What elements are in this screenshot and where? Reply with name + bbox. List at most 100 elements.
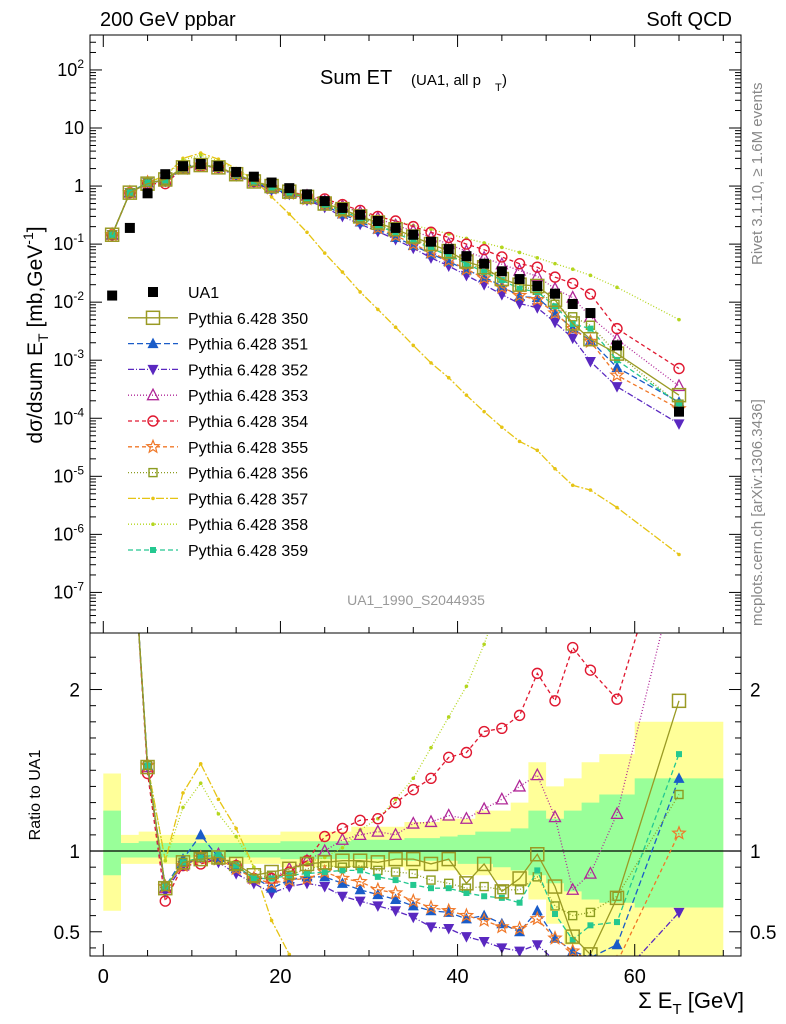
y-tick-label: 10-2	[53, 289, 84, 312]
legend-entry-359: Pythia 6.428 359	[128, 543, 308, 560]
ratio-line-359	[138, 633, 680, 941]
ratio-point-358	[340, 845, 345, 850]
ratio-point-354	[301, 855, 313, 867]
ratio-point-350	[441, 851, 456, 867]
legend-entry-350: Pythia 6.428 350	[128, 310, 308, 328]
ratio-point-354	[496, 722, 508, 734]
legend-marker-356	[148, 467, 158, 478]
legend-marker-353	[146, 387, 160, 401]
ratio-point-356	[390, 867, 401, 877]
ratio-line-353	[138, 633, 662, 892]
legend-marker-357	[151, 496, 155, 501]
series-point-352	[531, 303, 543, 314]
ratio-point-352	[550, 956, 561, 967]
ratio-point-355	[547, 929, 563, 945]
ratio-band-inner	[103, 778, 724, 908]
legend-label: Pythia 6.428 357	[188, 491, 308, 508]
ratio-point-354	[407, 783, 419, 796]
series-point-352	[496, 290, 508, 301]
series-point-359	[428, 245, 434, 252]
y-tick-label: 10-6	[53, 521, 84, 544]
ratio-point-350	[264, 864, 279, 880]
data-point-UA1	[107, 290, 118, 301]
series-point-354	[567, 277, 579, 290]
x-tick-label: 0	[98, 966, 109, 988]
ratio-point-350	[352, 853, 368, 868]
ratio-point-355	[370, 881, 386, 897]
data-point-UA1	[160, 169, 171, 180]
ratio-point-352	[336, 891, 348, 903]
ratio-point-356	[231, 860, 241, 871]
ratio-point-353	[388, 827, 403, 841]
series-point-358	[588, 273, 593, 278]
ratio-point-353	[335, 832, 350, 845]
series-point-350	[211, 160, 226, 175]
series-point-359	[516, 285, 523, 292]
ratio-point-353	[442, 808, 456, 821]
series-point-354	[460, 238, 473, 250]
side-label-rivet: Rivet 3.1.10, ≥ 1.6M events	[749, 83, 766, 266]
ratio-point-350	[494, 884, 510, 899]
ratio-point-359	[339, 867, 346, 874]
header-left-label: 200 GeV ppbar	[100, 9, 236, 31]
ratio-point-357	[269, 918, 274, 923]
ratio-point-357	[181, 791, 185, 795]
series-point-358	[553, 261, 557, 266]
ratio-point-359	[676, 751, 682, 758]
plot-title: Sum ET (UA1, all p T )	[320, 67, 507, 94]
legend-marker-352	[147, 364, 159, 376]
ratio-point-356	[373, 865, 383, 876]
ratio-point-350	[609, 890, 625, 906]
ratio-point-350	[140, 759, 155, 775]
ratio-point-351	[266, 882, 278, 893]
ratio-point-358	[411, 776, 416, 781]
series-point-354	[531, 261, 543, 273]
series-point-350	[335, 201, 350, 217]
series-line-358	[111, 154, 680, 321]
ratio-point-354	[567, 641, 579, 654]
series-point-355	[564, 320, 581, 336]
ratio-point-353	[459, 811, 474, 824]
legend-marker-UA1	[148, 287, 158, 297]
ratio-point-357	[287, 952, 292, 956]
ratio-point-353	[566, 882, 580, 895]
series-point-357	[464, 393, 469, 397]
y-tick-label: 10	[64, 118, 84, 138]
analysis-watermark: UA1_1990_S2044935	[347, 592, 485, 608]
series-point-357	[429, 361, 433, 365]
ratio-point-359	[587, 922, 594, 929]
ratio-point-350	[246, 868, 262, 883]
ratio-point-358	[393, 797, 398, 802]
ratio-point-355	[476, 912, 492, 928]
data-point-UA1	[178, 161, 188, 172]
legend-label: Pythia 6.428 350	[188, 311, 308, 328]
ratio-point-359	[463, 890, 470, 897]
ratio-point-359	[304, 870, 310, 877]
ratio-point-350	[388, 851, 403, 867]
ratio-point-354	[336, 822, 349, 835]
data-point-UA1	[496, 266, 507, 277]
legend-label: UA1	[188, 285, 219, 302]
series-UA1	[107, 158, 684, 417]
legend-entry-351: Pythia 6.428 351	[128, 337, 308, 354]
ratio-point-350	[370, 855, 386, 870]
legend-marker-358	[151, 522, 155, 526]
series-point-351	[611, 361, 623, 372]
data-point-UA1	[550, 288, 560, 299]
legend-entry-353: Pythia 6.428 353	[128, 387, 308, 405]
series-point-355	[476, 269, 492, 285]
data-point-UA1	[514, 274, 525, 285]
y-tick-label: 102	[57, 57, 84, 80]
series-point-355	[609, 367, 625, 382]
data-point-UA1	[195, 158, 206, 169]
ratio-point-358	[234, 834, 238, 839]
ratio-point-350	[476, 856, 492, 872]
series-point-359	[481, 269, 488, 276]
series-point-359	[676, 400, 682, 407]
ratio-y-tick-label-right: 0.5	[750, 923, 776, 944]
series-point-359	[587, 325, 594, 332]
y-tick-label: 10-4	[53, 405, 84, 428]
ratio-point-355	[263, 875, 280, 890]
series-point-356	[125, 187, 135, 198]
